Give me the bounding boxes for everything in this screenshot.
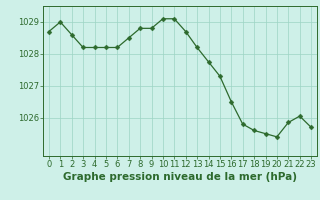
X-axis label: Graphe pression niveau de la mer (hPa): Graphe pression niveau de la mer (hPa) [63,172,297,182]
